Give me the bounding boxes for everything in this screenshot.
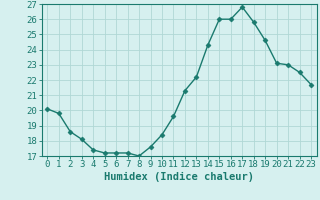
X-axis label: Humidex (Indice chaleur): Humidex (Indice chaleur) <box>104 172 254 182</box>
